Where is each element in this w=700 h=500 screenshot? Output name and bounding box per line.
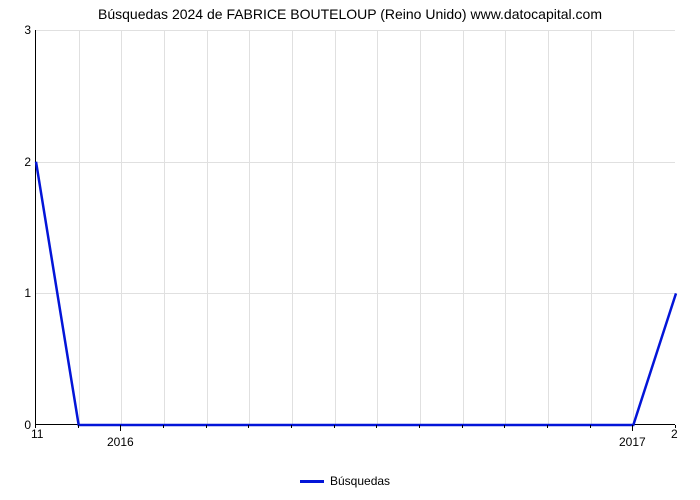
x-minor-tick: [462, 425, 463, 428]
x-corner-right-label: 2: [671, 427, 678, 441]
x-tick-label: 2017: [619, 435, 646, 449]
y-tick-label: 3: [17, 23, 31, 37]
y-tick-label: 0: [17, 418, 31, 432]
x-corner-left-label: 11: [31, 427, 43, 441]
y-tick-label: 1: [17, 286, 31, 300]
x-minor-tick: [163, 425, 164, 428]
x-minor-tick: [419, 425, 420, 428]
legend-label: Búsquedas: [330, 474, 390, 488]
x-minor-tick: [78, 425, 79, 428]
series-line: [36, 30, 676, 425]
x-minor-tick: [334, 425, 335, 428]
chart-title: Búsquedas 2024 de FABRICE BOUTELOUP (Rei…: [0, 6, 700, 22]
x-tick-label: 2016: [107, 435, 134, 449]
x-minor-tick: [206, 425, 207, 428]
x-minor-tick: [590, 425, 591, 428]
x-minor-tick: [291, 425, 292, 428]
x-major-tick: [120, 425, 121, 431]
x-major-tick: [632, 425, 633, 431]
x-minor-tick: [376, 425, 377, 428]
x-minor-tick: [547, 425, 548, 428]
x-minor-tick: [248, 425, 249, 428]
plot-area: [35, 30, 675, 425]
x-minor-tick: [504, 425, 505, 428]
legend-swatch: [300, 480, 324, 483]
legend: Búsquedas: [300, 474, 390, 488]
y-tick-label: 2: [17, 155, 31, 169]
